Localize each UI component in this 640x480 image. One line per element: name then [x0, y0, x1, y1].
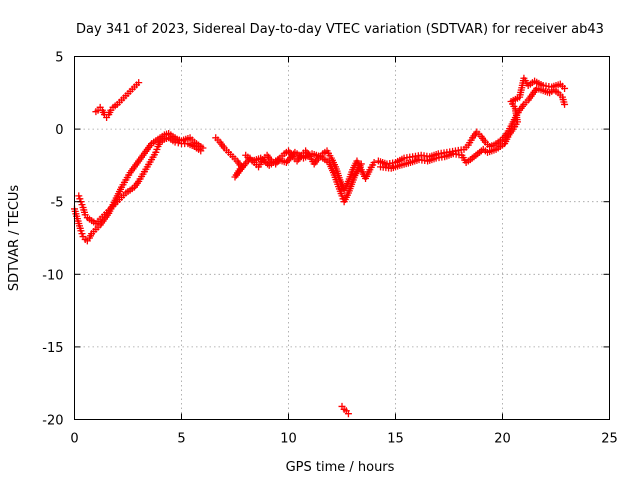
series-track-b — [75, 134, 205, 227]
y-tick-label: -5 — [51, 196, 64, 211]
y-axis-label: SDTVAR / TECUs — [7, 185, 22, 292]
series-track-c — [92, 79, 143, 121]
series-track-h — [338, 402, 352, 418]
y-tick-label: -10 — [42, 268, 63, 283]
x-tick-label: 20 — [494, 432, 511, 447]
plot-frame — [74, 56, 610, 420]
series-track-e — [242, 148, 365, 206]
series-track-f — [374, 84, 569, 168]
grid-layer — [74, 56, 610, 420]
y-tick-label: -15 — [42, 341, 63, 356]
data-point — [561, 100, 569, 108]
data-point — [561, 84, 569, 92]
data-point — [135, 79, 143, 87]
data-point — [171, 138, 179, 146]
y-tick-label: 5 — [55, 51, 63, 66]
series-track-g — [377, 74, 569, 172]
series-track-a — [71, 129, 207, 245]
x-tick-label: 0 — [70, 432, 78, 447]
data-point — [174, 139, 182, 147]
y-tick-label: -20 — [42, 414, 63, 429]
x-tick-label: 25 — [601, 432, 618, 447]
x-axis-label: GPS time / hours — [286, 460, 395, 475]
data-point — [357, 160, 365, 168]
x-tick-label: 5 — [177, 432, 185, 447]
tick-layer: 0 5 10 15 20 25 -20 -15 -10 -5 0 5 — [42, 51, 618, 447]
x-tick-label: 10 — [280, 432, 297, 447]
x-tick-label: 15 — [387, 432, 404, 447]
data-layer — [71, 74, 569, 418]
data-point — [197, 147, 205, 155]
data-point — [344, 410, 352, 418]
chart-title: Day 341 of 2023, Sidereal Day-to-day VTE… — [76, 22, 604, 37]
data-point — [370, 158, 378, 166]
y-tick-label: 0 — [55, 123, 63, 138]
